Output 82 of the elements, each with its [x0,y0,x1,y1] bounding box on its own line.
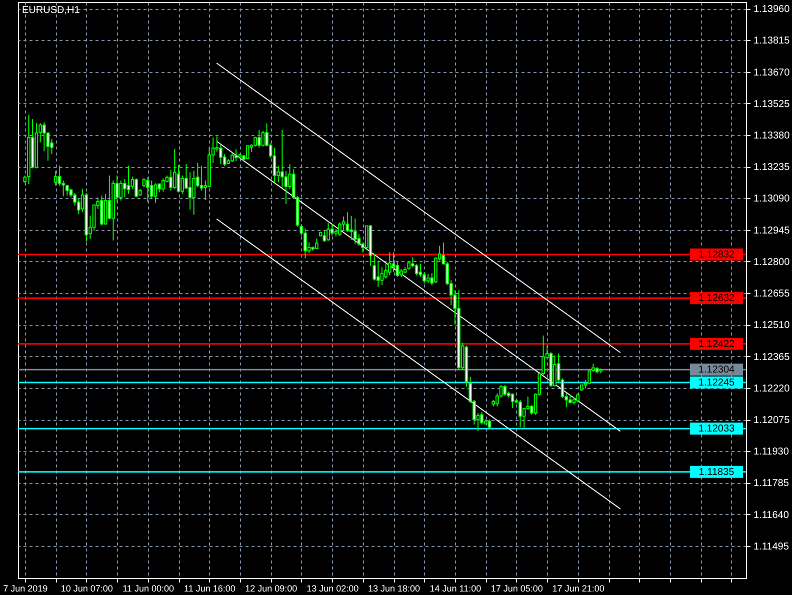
ref-line-label: 1.12033 [698,424,736,435]
candlestick [346,212,350,232]
candlestick [553,354,556,388]
y-tick-label: 1.13960 [754,4,790,16]
candlestick [353,218,357,244]
candlestick [304,228,307,259]
candlestick [380,266,384,286]
ref-line-label: 1.12632 [698,293,736,304]
x-tick-label: 13 Jun 18:00 [368,584,420,594]
candlestick [172,148,176,190]
candlestick [65,184,69,196]
candlestick [188,172,192,210]
candlestick [510,392,514,408]
candlestick [342,216,346,232]
candlestick [576,392,580,403]
candlestick [150,180,154,200]
candlestick [200,165,204,192]
x-tick-label: 14 Jun 11:00 [430,584,482,594]
ref-line-label: 1.12832 [698,249,736,260]
candlestick [230,152,234,163]
candlestick [388,252,392,276]
candlestick [176,164,180,193]
y-tick-label: 1.12800 [754,256,790,268]
candlestick [146,176,150,203]
x-tick-label: 17 Jun 21:00 [552,584,604,594]
x-tick-label: 17 Jun 05:00 [490,584,543,594]
chart-title: EURUSD,H1 [22,5,80,16]
ref-line-label: 1.12304 [698,364,736,376]
candlestick [161,178,165,192]
ref-line-label: 1.12245 [698,377,736,388]
candlestick [357,234,361,246]
candlestick [330,224,334,236]
y-tick-label: 1.13380 [754,130,790,142]
y-tick-label: 1.12945 [754,225,790,236]
candlestick [42,122,46,152]
y-tick-label: 1.12365 [754,352,790,363]
candlestick [503,384,507,396]
candlestick [326,222,330,242]
candlestick [518,399,522,428]
y-tick-label: 1.13235 [754,162,790,174]
x-tick-label: 12 Jun 09:00 [245,584,298,594]
y-tick-label: 1.11640 [754,510,790,521]
candlestick [104,193,108,226]
x-tick-label: 11 Jun 00:00 [122,584,174,594]
candlestick [134,178,138,198]
y-tick-label: 1.11930 [754,446,790,458]
candlestick [54,170,58,186]
candlestick [254,136,257,148]
y-tick-label: 1.12510 [754,320,790,332]
candlestick [414,263,418,276]
candlestick [257,129,261,148]
candlestick [169,169,172,192]
candlestick [92,204,96,231]
y-tick-label: 1.11785 [754,478,790,490]
y-tick-label: 1.13525 [754,98,790,110]
candlestick [426,273,430,284]
x-tick-label: 13 Jun 02:00 [306,584,359,594]
candlestick [261,130,265,148]
candlestick [154,182,158,204]
candlestick [126,165,130,194]
candlestick [100,195,104,226]
y-tick-label: 1.13815 [754,36,790,47]
y-tick-label: 1.11495 [754,541,790,552]
candlestick [350,215,353,240]
candlestick [119,180,123,202]
y-tick-label: 1.12655 [754,288,790,300]
ref-line-label: 1.11835 [698,466,735,478]
y-tick-label: 1.12220 [754,383,790,394]
x-tick-label: 7 Jun 2019 [3,584,48,594]
ref-line-label: 1.12422 [698,338,736,350]
candlestick [322,230,326,242]
x-tick-label: 10 Jun 07:00 [60,584,113,594]
y-tick-label: 1.13090 [754,194,790,205]
x-tick-label: 11 Jun 16:00 [184,584,236,594]
candlestick [58,165,62,186]
candlestick [246,144,250,160]
candlestick [272,147,276,184]
candlestick [284,170,288,205]
candlestick [234,148,238,162]
y-tick-label: 1.13670 [754,67,790,78]
y-tick-label: 1.12075 [754,415,790,426]
candlestick [392,252,396,273]
